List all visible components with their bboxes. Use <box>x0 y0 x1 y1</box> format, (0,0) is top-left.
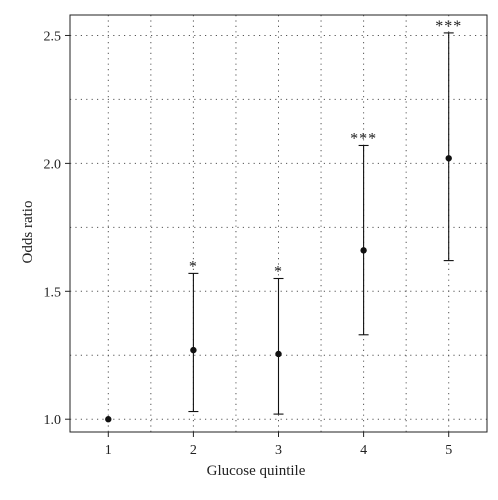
y-axis-label: Odds ratio <box>20 201 36 264</box>
data-marks: * ******* <box>105 18 462 423</box>
data-point <box>275 350 282 358</box>
x-tick-label: 5 <box>445 443 452 458</box>
y-tick-label: 1.0 <box>44 413 62 428</box>
x-tick-label: 2 <box>190 443 197 458</box>
x-tick-label: 1 <box>105 443 112 458</box>
tick-labels: 1.0 1.5 2.0 2.5 1 2 3 4 5 <box>44 29 453 458</box>
significance-marker: * <box>189 258 198 275</box>
x-tick-label: 3 <box>275 443 282 458</box>
y-tick-label: 2.0 <box>44 157 62 172</box>
data-point <box>190 346 197 354</box>
x-axis-label: Glucose quintile <box>207 463 306 479</box>
significance-marker: *** <box>350 130 377 147</box>
y-tick-label: 2.5 <box>44 29 62 44</box>
data-point <box>360 247 367 254</box>
y-tick-label: 1.5 <box>44 285 62 300</box>
axes <box>65 14 488 437</box>
data-point <box>105 416 112 423</box>
x-tick-label: 4 <box>360 443 367 458</box>
significance-marker: *** <box>435 18 462 35</box>
significance-marker: * <box>274 264 283 281</box>
data-point <box>445 155 452 162</box>
